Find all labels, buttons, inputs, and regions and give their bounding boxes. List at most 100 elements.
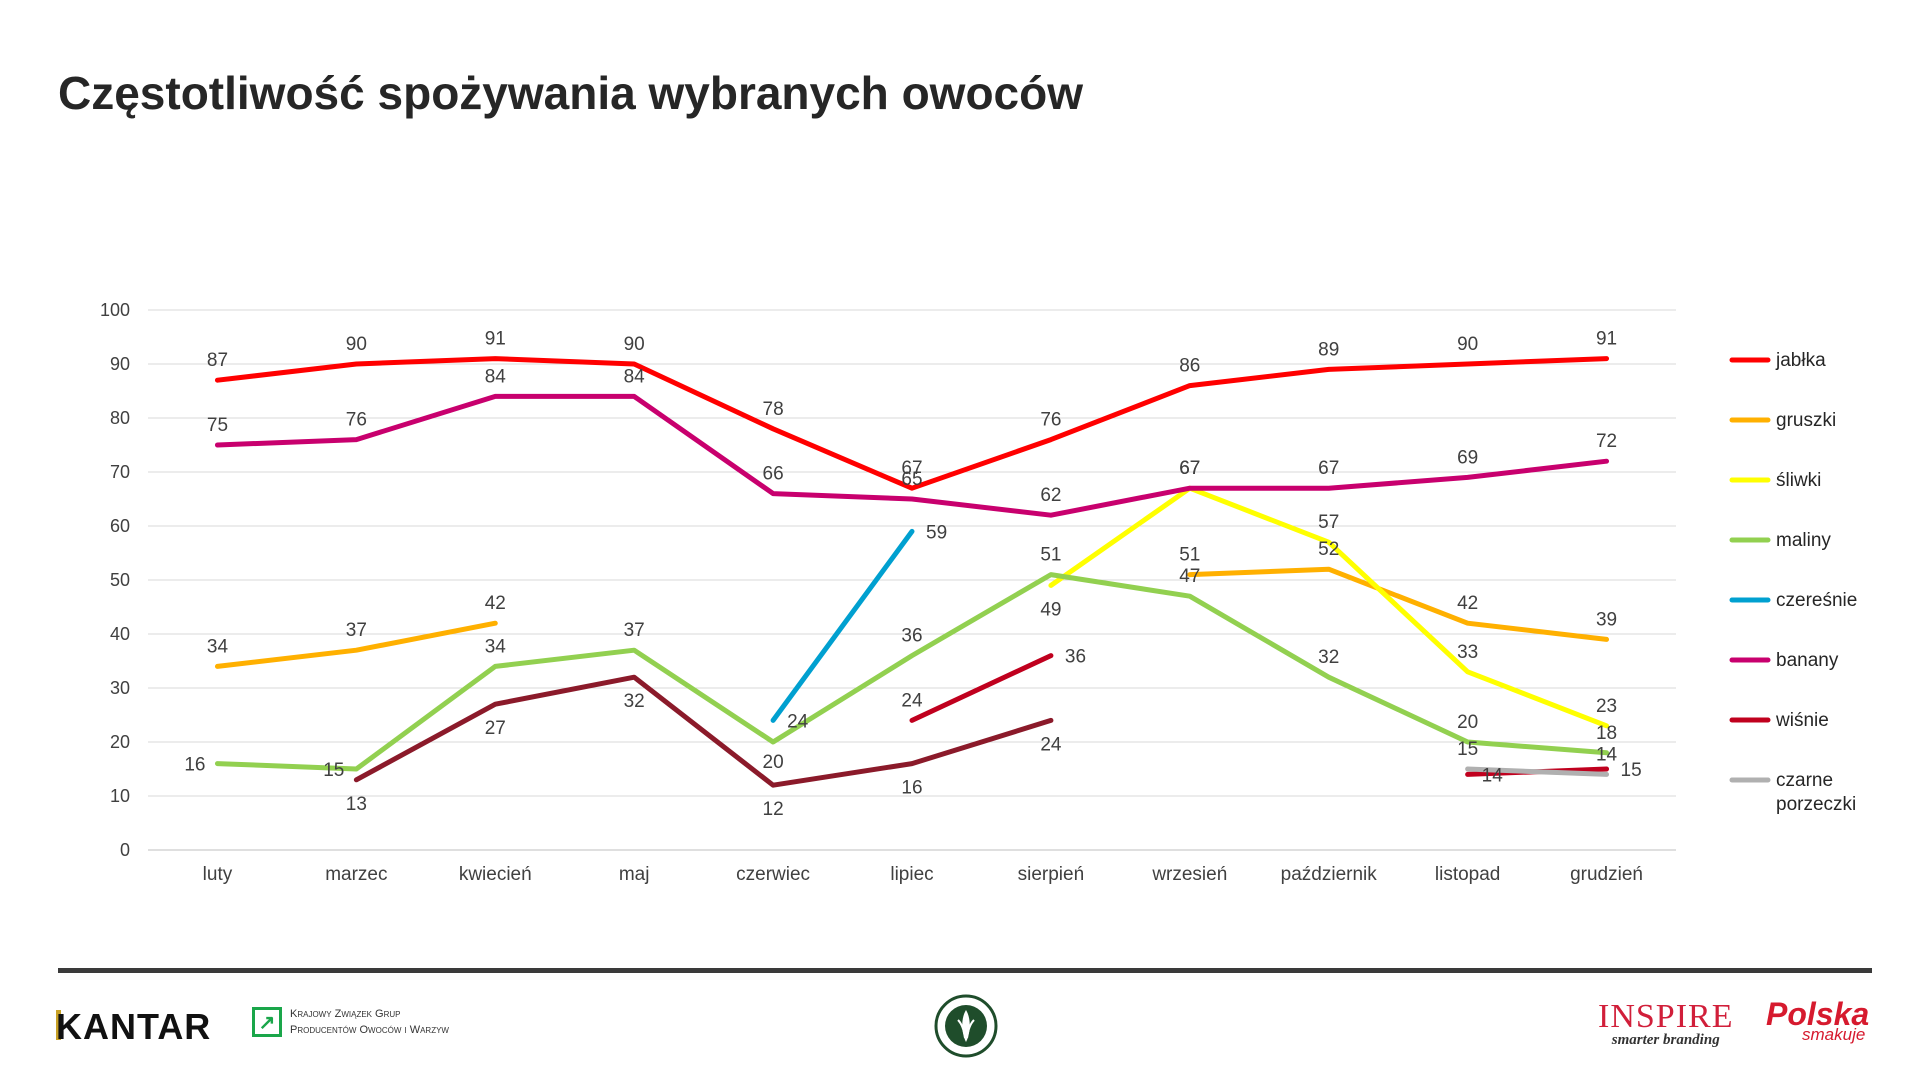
x-tick-label: marzec [325, 864, 387, 885]
series-line [770, 528, 915, 723]
legend-label: czereśnie [1776, 590, 1857, 611]
data-label: 36 [901, 626, 922, 647]
data-label: 42 [485, 593, 506, 614]
data-label: 75 [207, 415, 228, 436]
series-line [353, 674, 1054, 788]
x-tick-label: kwiecień [459, 864, 532, 885]
data-label: 66 [763, 464, 784, 485]
y-tick-label: 40 [110, 624, 130, 644]
series-line [214, 572, 1610, 772]
inspire-logo: INSPIRE smarter branding [1598, 998, 1733, 1049]
y-tick-label: 100 [100, 300, 130, 320]
data-label: 32 [1318, 647, 1339, 668]
x-tick-label: czerwiec [736, 864, 810, 885]
data-label: 90 [346, 334, 367, 355]
x-axis: luty marzec kwiecień maj czerwiec lipiec sierp… [203, 864, 1643, 885]
ministry-seal-icon [934, 994, 998, 1058]
data-label: 89 [1318, 339, 1339, 360]
data-label: 14 [1482, 765, 1504, 786]
data-label: 14 [1596, 744, 1618, 765]
series-line [909, 653, 1054, 723]
data-label: 37 [624, 620, 645, 641]
data-label: 32 [624, 691, 645, 712]
data-label: 67 [901, 458, 922, 479]
kantar-logo: KANTAR [56, 1006, 212, 1047]
data-label: 57 [1318, 512, 1339, 533]
y-tick-label: 50 [110, 570, 130, 590]
kzgp-logo-icon: ↗ [252, 1007, 282, 1037]
y-tick-label: 80 [110, 408, 130, 428]
data-label: 34 [207, 636, 229, 657]
data-label: 15 [1457, 739, 1478, 760]
data-label: 90 [1457, 334, 1478, 355]
x-tick-label: listopad [1435, 864, 1501, 885]
data-label: 16 [901, 778, 922, 799]
data-label: 16 [184, 755, 205, 776]
y-tick-label: 20 [110, 732, 130, 752]
series-line [1048, 485, 1610, 729]
series-line [1465, 766, 1610, 777]
data-label: 62 [1040, 485, 1061, 506]
data-label: 18 [1596, 723, 1617, 744]
kantar-logo-bar [56, 1010, 61, 1040]
x-tick-label: maj [619, 864, 650, 885]
line-chart: 0 10 20 30 40 50 60 70 80 90 100 luty marzec kwiecie… [100, 300, 1857, 885]
inspire-logo-tagline: smarter branding [1611, 1032, 1720, 1048]
legend-label: czarne porzeczki [1776, 770, 1856, 815]
data-label: 36 [1065, 647, 1086, 668]
data-label: 37 [346, 620, 367, 641]
legend-label-line: porzeczki [1776, 794, 1856, 815]
data-label: 69 [1457, 447, 1478, 468]
data-label: 42 [1457, 593, 1478, 614]
legend: jabłka gruszki śliwki maliny czereśnie banany… [1729, 350, 1857, 815]
x-tick-label: październik [1281, 864, 1378, 885]
data-label: 52 [1318, 539, 1339, 560]
series-line [214, 356, 1610, 491]
data-label: 59 [926, 522, 947, 543]
data-label: 15 [323, 760, 344, 781]
y-tick-label: 30 [110, 678, 130, 698]
smakuje-logo-word: smakuje [1802, 1025, 1866, 1044]
x-tick-label: wrzesień [1151, 864, 1227, 885]
data-label: 24 [901, 690, 923, 711]
data-label: 90 [624, 334, 645, 355]
legend-label: jabłka [1775, 350, 1826, 371]
y-tick-label: 10 [110, 786, 130, 806]
data-label: 12 [763, 799, 784, 820]
x-tick-label: sierpień [1018, 864, 1085, 885]
data-label: 76 [1040, 410, 1061, 431]
data-label: 72 [1596, 431, 1617, 452]
data-label: 87 [207, 350, 228, 371]
data-label: 91 [485, 329, 506, 350]
data-label: 47 [1179, 566, 1200, 587]
kzgp-line-1: Krajowy Związek Grup [290, 1008, 401, 1020]
kzgp-line-2: Producentów Owoców i Warzyw [290, 1024, 449, 1036]
data-label: 67 [1179, 458, 1200, 479]
data-label: 20 [763, 752, 784, 773]
y-tick-label: 70 [110, 462, 130, 482]
page-title: Częstotliwość spożywania wybranych owocó… [58, 67, 1084, 119]
data-label: 33 [1457, 642, 1478, 663]
y-tick-label: 0 [120, 840, 130, 860]
data-label: 51 [1040, 545, 1061, 566]
x-tick-label: grudzień [1570, 864, 1643, 885]
series-line [1187, 566, 1610, 642]
kzgp-logo: ↗ Krajowy Związek Grup Producentów Owocó… [252, 1006, 449, 1038]
data-label: 49 [1040, 599, 1061, 620]
x-tick-label: luty [203, 864, 233, 885]
data-label: 34 [485, 636, 507, 657]
data-label: 84 [624, 366, 646, 387]
polska-logo-word: Polska [1766, 996, 1870, 1032]
data-label: 15 [1621, 760, 1642, 781]
data-label: 20 [1457, 712, 1478, 733]
polska-smakuje-logo: Polska smakuje [1766, 996, 1869, 1045]
inspire-logo-name: INSPIRE [1598, 998, 1734, 1035]
data-label: 24 [1040, 734, 1062, 755]
y-axis: 0 10 20 30 40 50 60 70 80 90 100 [100, 300, 130, 860]
data-label: 67 [1318, 458, 1339, 479]
legend-label: maliny [1776, 530, 1831, 551]
series-line [214, 620, 498, 669]
data-label: 23 [1596, 696, 1617, 717]
legend-label: gruszki [1776, 410, 1836, 431]
series-line [214, 393, 1610, 518]
